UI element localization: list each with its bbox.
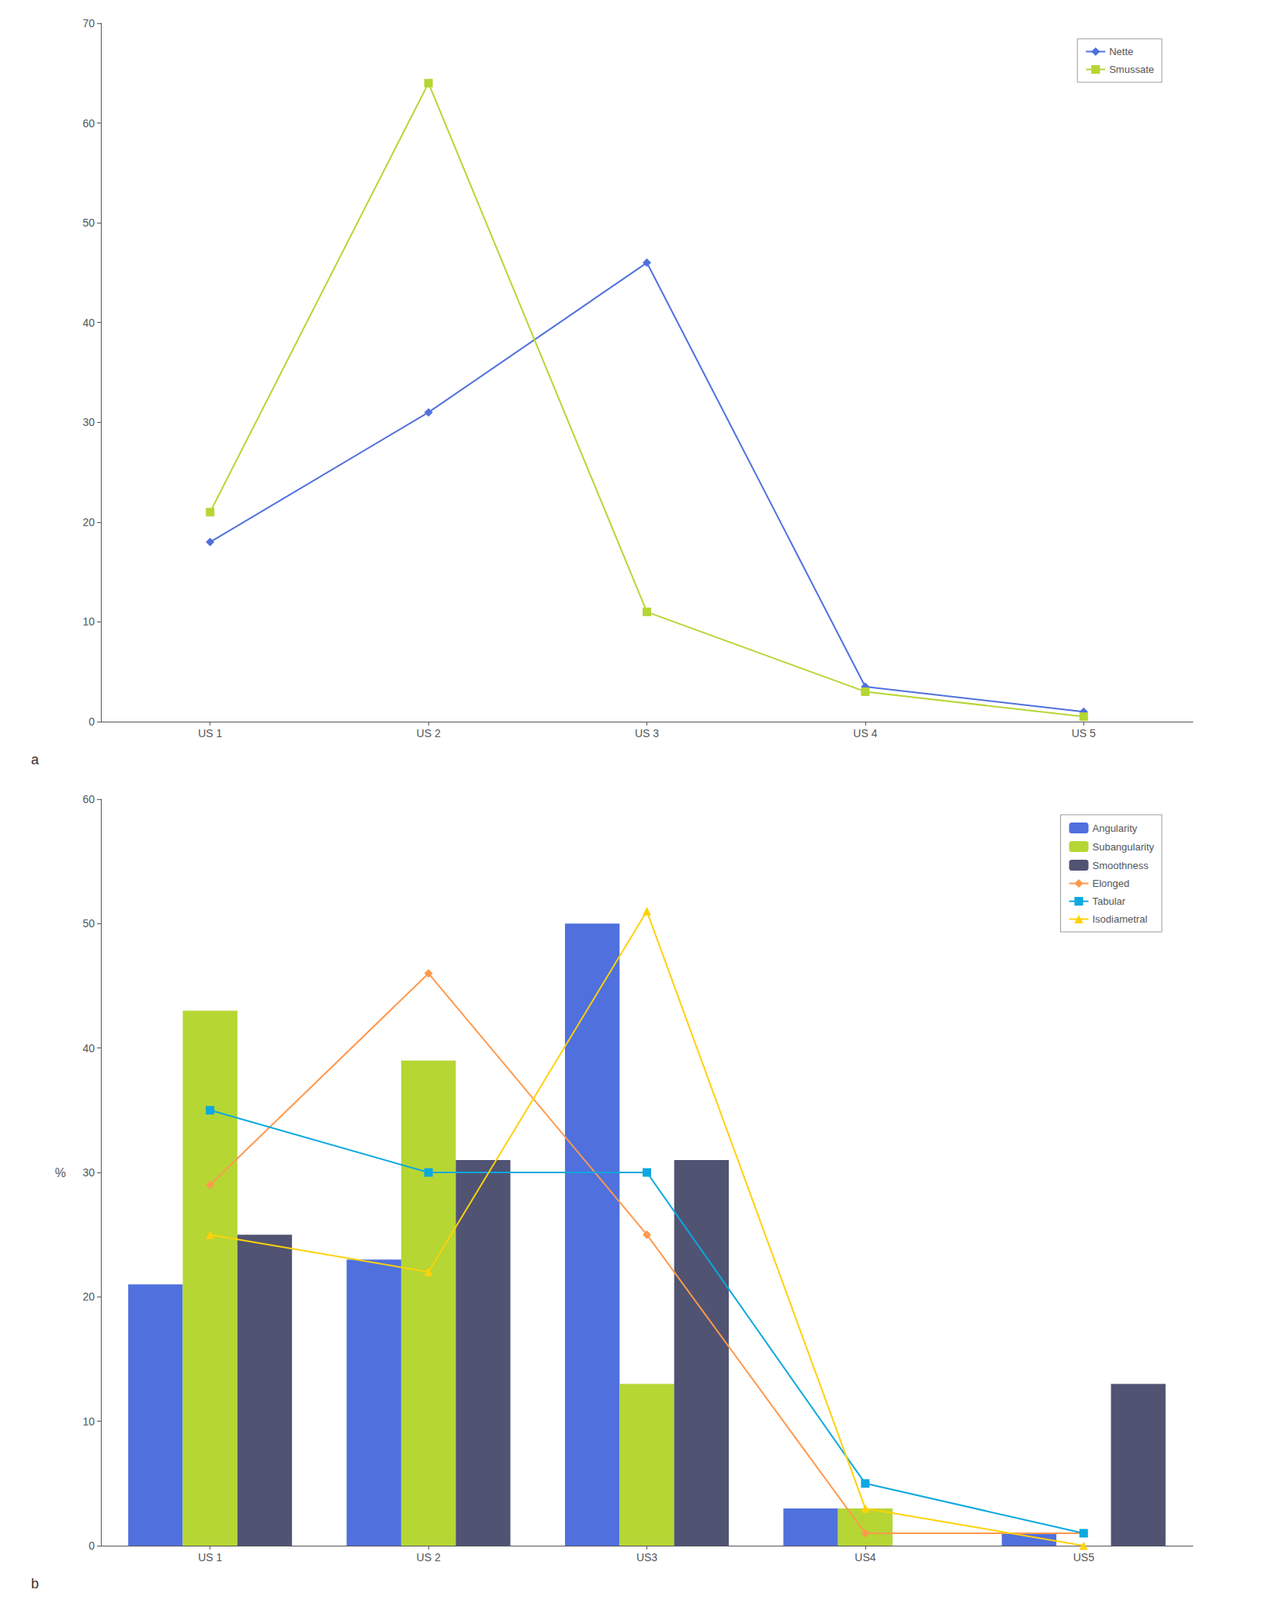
svg-text:0: 0 [88,715,95,728]
svg-text:50: 50 [82,216,95,229]
svg-text:Elonged: Elonged [1092,877,1131,890]
svg-text:10: 10 [82,615,95,628]
svg-text:US 4: US 4 [852,727,877,740]
svg-text:US3: US3 [636,1551,658,1564]
svg-text:%: % [55,1166,66,1180]
svg-text:US4: US4 [854,1551,876,1564]
svg-text:Isodiametral: Isodiametral [1092,913,1148,926]
svg-text:20: 20 [82,516,95,529]
svg-text:Smoothness: Smoothness [1092,859,1150,872]
svg-text:60: 60 [82,117,95,130]
svg-text:US 5: US 5 [1071,727,1096,740]
svg-text:US 2: US 2 [416,1551,441,1564]
svg-text:Angularity: Angularity [1092,822,1138,835]
svg-text:Nette: Nette [1109,45,1134,58]
svg-text:40: 40 [82,316,95,330]
svg-text:20: 20 [82,1290,95,1304]
svg-text:Subangularity: Subangularity [1092,841,1155,853]
svg-text:0: 0 [88,1539,95,1553]
svg-text:US 2: US 2 [416,727,441,740]
svg-text:50: 50 [82,917,95,930]
svg-text:US 1: US 1 [197,727,222,740]
svg-text:30: 30 [82,415,95,429]
svg-text:b: b [31,1576,39,1592]
svg-text:a: a [31,752,40,768]
svg-text:60: 60 [82,793,95,806]
svg-text:Tabular: Tabular [1092,895,1127,908]
svg-text:US 3: US 3 [634,727,659,740]
svg-text:US 1: US 1 [197,1551,222,1564]
svg-text:10: 10 [82,1415,95,1429]
svg-text:40: 40 [82,1042,95,1055]
svg-text:30: 30 [82,1166,95,1179]
svg-text:US5: US5 [1073,1551,1095,1564]
svg-text:70: 70 [82,17,95,30]
svg-text:Smussate: Smussate [1109,63,1155,76]
